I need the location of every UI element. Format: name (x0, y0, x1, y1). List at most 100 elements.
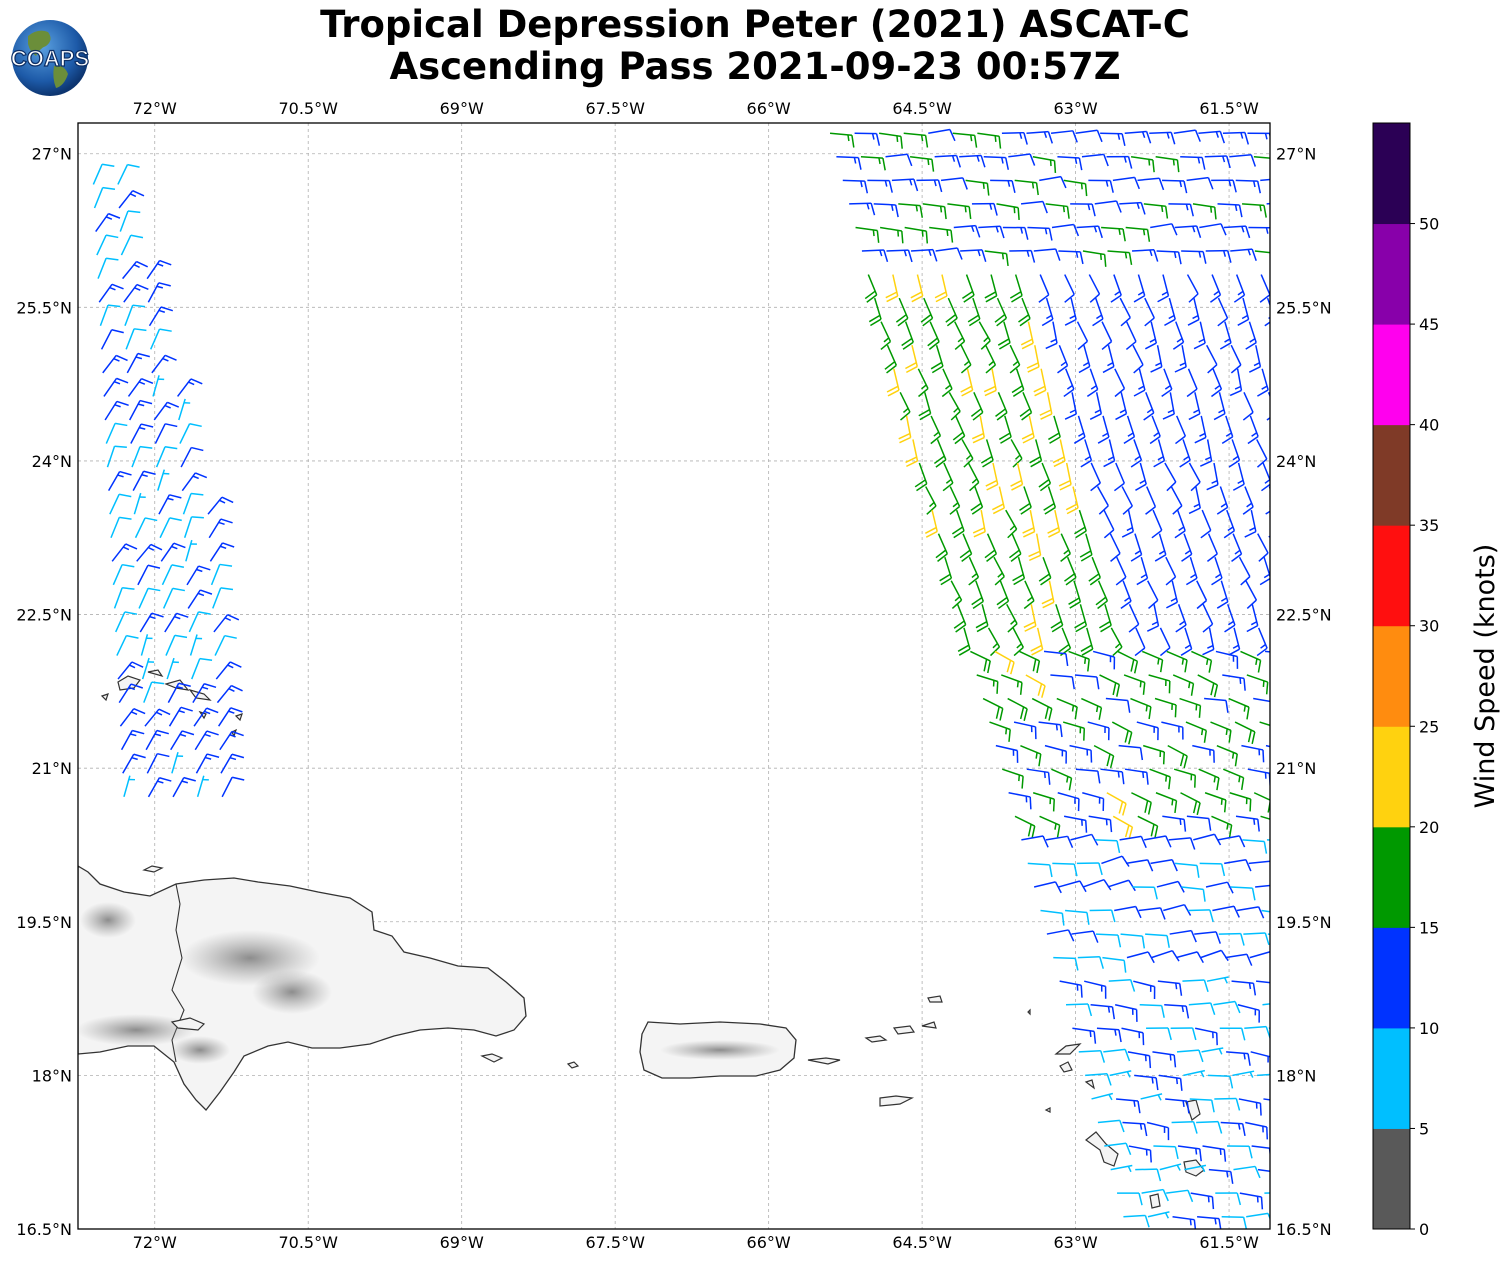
barb-flag (1139, 747, 1144, 761)
barb-half-flag (1199, 432, 1206, 437)
lon-tick-label-top: 63°W (1054, 99, 1098, 118)
barb-half-flag (109, 286, 116, 291)
barb-half-flag (1247, 249, 1251, 256)
barb-flag (1130, 459, 1142, 468)
wind-barb (132, 470, 156, 491)
barb-flag (997, 600, 1009, 610)
wind-barb (1175, 415, 1187, 445)
barb-flag (1230, 1171, 1234, 1184)
wind-barb (1082, 878, 1112, 891)
barb-half-flag (1192, 314, 1199, 320)
barb-flag (1013, 646, 1024, 657)
barb-shaft (138, 588, 149, 609)
barb-half-flag (1218, 1048, 1223, 1055)
barb-flag (147, 564, 161, 569)
barb-half-flag (122, 546, 130, 551)
wind-barb (1141, 1188, 1169, 1202)
barb-flag (1074, 526, 1086, 535)
barb-flag (1098, 862, 1103, 876)
barb-flag (1079, 880, 1087, 893)
wind-barb (1186, 176, 1214, 190)
barb-flag (1153, 459, 1165, 468)
barb-flag (1115, 200, 1122, 213)
wind-barb (214, 634, 237, 656)
wind-barb (1199, 862, 1226, 877)
wind-barb (960, 249, 987, 262)
barb-shaft (1189, 1098, 1212, 1101)
wind-barb (1194, 931, 1221, 944)
barb-flag (115, 354, 128, 362)
barb-flag (1021, 432, 1034, 440)
wind-barb (971, 202, 998, 216)
wind-barb (1167, 744, 1188, 769)
barb-flag (140, 423, 154, 428)
barb-flag (1055, 248, 1061, 261)
barb-half-flag (1197, 157, 1201, 164)
wind-barb (1224, 604, 1236, 633)
lat-tick-label-right: 24°N (1276, 452, 1316, 471)
barb-flag (1244, 530, 1257, 538)
barb-flag (1011, 483, 1023, 491)
lon-tick-label-top: 69°W (440, 99, 484, 118)
barb-half-flag (997, 572, 1003, 578)
wind-barb (1204, 792, 1227, 813)
barb-half-flag (951, 155, 956, 162)
longitude-ticks: 72°W72°W70.5°W70.5°W69°W69°W67.5°W67.5°W… (133, 99, 1259, 1252)
barb-flag (1181, 553, 1193, 562)
barb-shaft (1213, 1000, 1236, 1006)
barb-flag (206, 707, 219, 714)
barb-flag (1038, 573, 1050, 582)
wind-barb (1221, 415, 1234, 445)
barb-shaft (182, 493, 192, 515)
wind-barb (136, 543, 163, 562)
wind-barb (171, 751, 184, 774)
wind-barb (984, 533, 998, 562)
wind-barb (1110, 274, 1122, 303)
barb-flag (1188, 507, 1201, 515)
gonave-island (170, 1017, 206, 1031)
wind-barb (1112, 815, 1134, 840)
wind-barb (1156, 250, 1182, 265)
wind-barb (1032, 156, 1057, 174)
barb-flag (1221, 436, 1234, 445)
barb-flag (1162, 413, 1175, 420)
barb-shaft (1077, 956, 1100, 959)
barb-shaft (1112, 176, 1135, 182)
lon-tick-label-bottom: 63°W (1054, 1233, 1098, 1252)
wind-barb (1199, 223, 1227, 236)
wind-barb (993, 556, 1005, 586)
barb-flag (1096, 130, 1103, 143)
barb-half-flag (902, 407, 909, 414)
barb-half-flag (878, 157, 881, 165)
wind-barb (1065, 486, 1079, 515)
barb-flag (1210, 1002, 1216, 1015)
barb-flag (1100, 1050, 1106, 1063)
barb-shaft (1186, 274, 1199, 295)
wind-barb (1038, 721, 1063, 738)
wind-barb (1174, 225, 1202, 239)
wind-barb (1115, 556, 1127, 586)
wind-barb (1041, 297, 1054, 327)
wind-barb (213, 614, 240, 633)
barb-half-flag (1151, 1077, 1154, 1084)
wind-barb (1137, 815, 1159, 839)
barb-half-flag (1123, 156, 1127, 163)
wind-barb (1202, 627, 1215, 656)
barb-flag (1111, 1006, 1116, 1020)
barb-half-flag (1215, 573, 1222, 579)
barb-flag (1164, 206, 1169, 219)
barb-half-flag (1192, 226, 1196, 233)
wind-barb (982, 697, 1004, 721)
wind-barb (961, 439, 974, 468)
barb-flag (1136, 577, 1148, 586)
wind-barb (1248, 345, 1262, 373)
barb-flag (1265, 510, 1270, 515)
barb-half-flag (883, 337, 890, 343)
lon-tick-label-bottom: 61.5°W (1199, 1233, 1259, 1252)
barb-shaft (1248, 860, 1270, 865)
wind-barb (1246, 674, 1269, 695)
wind-barb (1173, 129, 1201, 142)
wind-barb (1247, 415, 1259, 445)
wind-barb (1021, 835, 1049, 848)
wind-barb (933, 439, 947, 468)
